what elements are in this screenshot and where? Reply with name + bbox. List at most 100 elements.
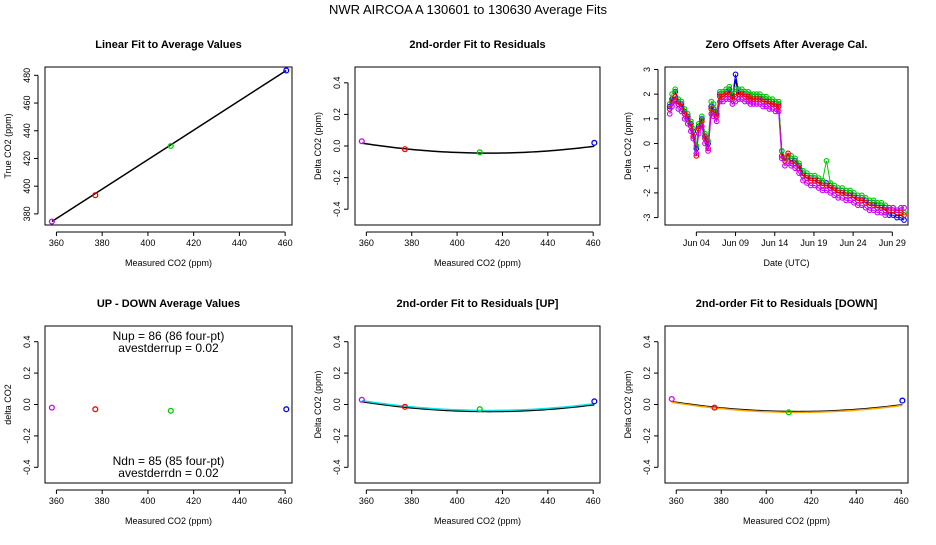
series-point-purple: [698, 123, 705, 130]
data-point-green: [476, 406, 483, 413]
series-point-purple: [666, 111, 673, 117]
x-tick-label: 360: [669, 496, 684, 506]
x-tick-label: 360: [359, 496, 374, 506]
panel-3: Zero Offsets After Average Cal. Date (UTC…: [623, 39, 909, 268]
x-tick-label: 400: [450, 496, 465, 506]
series-point-purple: [858, 202, 865, 209]
panel-6: 2nd-order Fit to Residuals [DOWN] Measure…: [623, 298, 909, 526]
series-point-purple: [866, 207, 873, 214]
data-point-purple: [358, 138, 365, 145]
series-point-purple: [870, 207, 877, 214]
x-tick-label: 420: [186, 238, 201, 248]
series-black: [669, 79, 905, 219]
series-point-purple: [684, 120, 691, 127]
series-point-purple: [713, 118, 720, 125]
series-point-green: [823, 157, 830, 164]
x-tick-label: 440: [540, 496, 555, 506]
data-point-green: [167, 142, 174, 150]
panel-1: Linear Fit to Average Values Measured CO2…: [3, 39, 293, 268]
panel-title: UP - DOWN Average Values: [97, 298, 240, 310]
series-green: [666, 83, 907, 216]
series-line-green: [669, 85, 905, 214]
series-point-purple: [766, 106, 773, 112]
x-tick-label: 380: [95, 496, 110, 506]
data-point-purple: [358, 396, 365, 403]
y-tick-label: 0.0: [22, 398, 32, 411]
y-tick-label: 400: [22, 179, 32, 194]
data-point-red: [401, 403, 408, 410]
x-tick-label: Jun 04: [683, 238, 710, 248]
y-tick-label: 0.2: [332, 108, 342, 121]
series-point-red: [693, 153, 700, 159]
series-point-purple: [688, 128, 694, 135]
series-point-purple: [890, 204, 896, 211]
series-point-purple: [811, 182, 818, 189]
y-tick-label: -0.4: [332, 201, 342, 217]
x-tick-label: 460: [278, 238, 293, 248]
x-tick-label: 460: [894, 496, 909, 506]
data-point-red: [401, 146, 408, 153]
series-point-purple: [807, 182, 814, 189]
series-point-purple: [878, 209, 885, 216]
x-axis-label: Measured CO2 (ppm): [125, 516, 212, 526]
y-axis-label: Delta CO2 (ppm): [623, 370, 633, 438]
y-tick-label: -0.2: [332, 170, 342, 186]
series-point-purple: [788, 162, 795, 169]
x-tick-label: 420: [495, 496, 510, 506]
data-point-green: [785, 409, 792, 416]
x-tick-label: Jun 09: [722, 238, 749, 248]
data-point-blue: [899, 397, 906, 404]
series-point-purple: [898, 204, 904, 211]
x-tick-label: Jun 29: [879, 238, 906, 248]
series-point-purple: [800, 177, 806, 184]
series-point-purple: [723, 96, 729, 102]
series-point-purple: [717, 98, 723, 105]
y-tick-label: 0.4: [22, 335, 32, 348]
series-line-black: [669, 79, 905, 219]
y-tick-label: 0.0: [332, 140, 342, 153]
x-axis-label: Measured CO2 (ppm): [434, 258, 521, 268]
series-point-purple: [839, 194, 846, 201]
series-point-purple: [669, 103, 675, 110]
series-purple: [666, 96, 907, 218]
x-axis-label: Measured CO2 (ppm): [743, 516, 830, 526]
data-point-green: [476, 149, 483, 156]
series-point-purple: [693, 150, 700, 157]
x-tick-label: 400: [140, 238, 155, 248]
y-tick-label: 3: [642, 67, 652, 72]
y-tick-label: 0.4: [332, 77, 342, 90]
y-tick-label: -1: [642, 164, 652, 172]
series-point-purple: [792, 165, 798, 172]
y-tick-label: 0.0: [332, 398, 342, 411]
y-tick-label: 460: [22, 96, 32, 111]
annotation-ndn: Ndn = 85 (85 four-pt): [113, 454, 225, 468]
plot-frame: [664, 66, 909, 226]
series-point-purple: [735, 96, 742, 102]
series-point-purple: [796, 170, 802, 177]
x-tick-label: 380: [404, 238, 419, 248]
panel-title: 2nd-order Fit to Residuals [DOWN]: [696, 298, 878, 310]
series-point-purple: [847, 197, 853, 204]
x-tick-label: Jun 24: [840, 238, 867, 248]
fit-line: [51, 69, 287, 223]
y-tick-label: 1: [642, 116, 652, 121]
panel-5: 2nd-order Fit to Residuals [UP] Measured …: [313, 298, 601, 526]
x-tick-label: 400: [140, 496, 155, 506]
series-point-red: [901, 212, 907, 218]
series-point-purple: [874, 209, 881, 216]
series-point-purple: [705, 148, 711, 154]
series-point-purple: [681, 115, 688, 122]
x-tick-label: 380: [404, 496, 419, 506]
data-point-blue: [283, 67, 290, 74]
y-tick-label: -0.2: [22, 428, 32, 444]
series-point-green: [710, 101, 717, 107]
series-point-purple: [823, 187, 830, 194]
series-point-purple: [760, 103, 766, 110]
series-point-purple: [851, 199, 857, 206]
y-tick-label: -0.2: [642, 428, 652, 444]
y-tick-label: -0.4: [22, 460, 32, 476]
series-point-green: [726, 83, 733, 90]
plot-frame: [354, 66, 601, 226]
